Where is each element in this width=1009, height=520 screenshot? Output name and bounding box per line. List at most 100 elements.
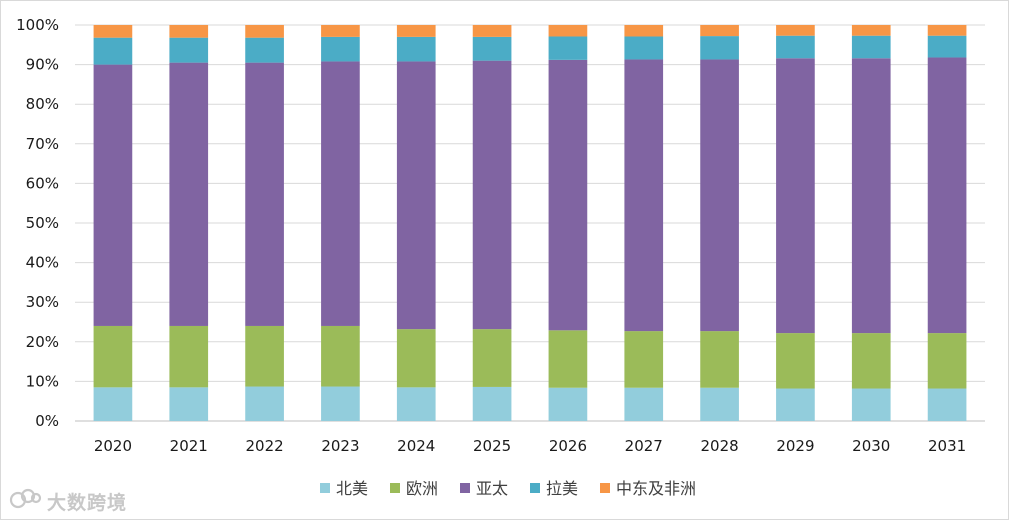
bar-segment [927,388,967,421]
bar-segment [396,387,436,421]
y-tick-label: 50% [26,214,59,232]
bar-segment [93,25,133,38]
bar-segment [851,58,891,334]
bar-segment [321,386,360,421]
bar-stack [396,25,436,421]
watermark-text: 大数跨境 [47,491,128,514]
bar-segment [624,36,664,60]
legend-item: 中东及非洲 [600,479,696,498]
bar-segment [700,387,739,421]
legend-item: 北美 [320,479,368,498]
bar-segment [927,333,967,389]
x-axis-tick-labels: 2020 2021 2022 2023 2024 2025 2026 2027 2028 2029… [94,437,966,455]
bar-segment [776,333,815,389]
legend-item: 欧洲 [390,479,438,498]
legend-swatch [320,483,330,493]
bar-stack [245,25,284,421]
bar-stack [93,25,133,421]
bar-segment [245,25,284,38]
bar-stack [700,25,739,421]
bar-stack [927,25,967,421]
bar-segment [927,57,967,334]
y-tick-label: 80% [26,95,59,113]
x-tick-label: 2026 [549,437,587,455]
bar-segment [548,36,588,60]
bar-segment [169,37,209,63]
bar-stack [321,25,360,421]
bar-segment [321,61,360,326]
y-tick-label: 60% [26,174,59,192]
bar-segment [851,333,891,389]
bar-segment [169,387,209,421]
y-tick-label: 40% [26,254,59,272]
bar-segment [548,330,588,388]
bar-segment [700,331,739,388]
bar-segment [245,386,284,421]
y-tick-label: 90% [26,56,59,74]
legend-swatch [460,483,470,493]
y-tick-label: 10% [26,372,59,390]
bar-segment [700,25,739,37]
y-tick-label: 20% [26,333,59,351]
bar-segment [927,25,967,36]
bar-segment [624,387,664,421]
bar-segment [776,388,815,421]
legend-label: 欧洲 [406,479,438,498]
x-tick-label: 2031 [928,437,966,455]
bar-stack [624,25,664,421]
bar-segment [93,387,133,421]
watermark-logo-icon [9,487,43,516]
bar-segment [624,331,664,388]
bar-segment [851,25,891,36]
bar-segment [472,25,512,37]
bar-segment [93,64,133,326]
bar-segment [548,387,588,421]
bar-segment [93,325,133,388]
bar-segment [396,329,436,388]
bar-segment [851,35,891,59]
bar-segment [548,25,588,37]
bar-stack [776,25,815,421]
y-tick-label: 70% [26,135,59,153]
y-tick-label: 0% [35,412,59,430]
legend-swatch [530,483,540,493]
legend-label: 北美 [336,479,368,498]
legend-label: 拉美 [546,479,578,498]
bar-segment [321,25,360,37]
bar-stack [472,25,512,421]
bar-segment [472,386,512,421]
bar-segment [624,59,664,332]
y-axis-tick-labels: 0% 10% 20% 30% 40% 50% 60% 70% 80% 90% 100% [16,16,59,430]
bar-segment [396,61,436,330]
bar-segment [245,37,284,63]
bar-segment [472,329,512,387]
bar-segment [321,36,360,62]
bar-segment [700,59,739,332]
x-tick-label: 2022 [245,437,283,455]
bar-segment [776,25,815,36]
bar-segment [472,36,512,61]
legend-swatch [390,483,400,493]
bar-stack [169,25,209,421]
bar-segment [245,62,284,326]
y-tick-label: 30% [26,293,59,311]
x-tick-label: 2023 [321,437,359,455]
x-tick-label: 2024 [397,437,435,455]
x-tick-label: 2028 [700,437,738,455]
bar-segment [624,25,664,37]
bar-segment [169,25,209,38]
bar-segment [396,36,436,62]
legend-swatch [600,483,610,493]
x-tick-label: 2030 [852,437,890,455]
bar-segment [700,36,739,60]
bar-segment [472,60,512,330]
legend-label: 亚太 [476,479,508,498]
x-tick-label: 2025 [473,437,511,455]
bar-stack [851,25,891,421]
bars [93,25,967,421]
bar-segment [169,325,209,388]
bar-segment [548,59,588,331]
legend-item: 拉美 [530,479,578,498]
bar-segment [396,25,436,37]
